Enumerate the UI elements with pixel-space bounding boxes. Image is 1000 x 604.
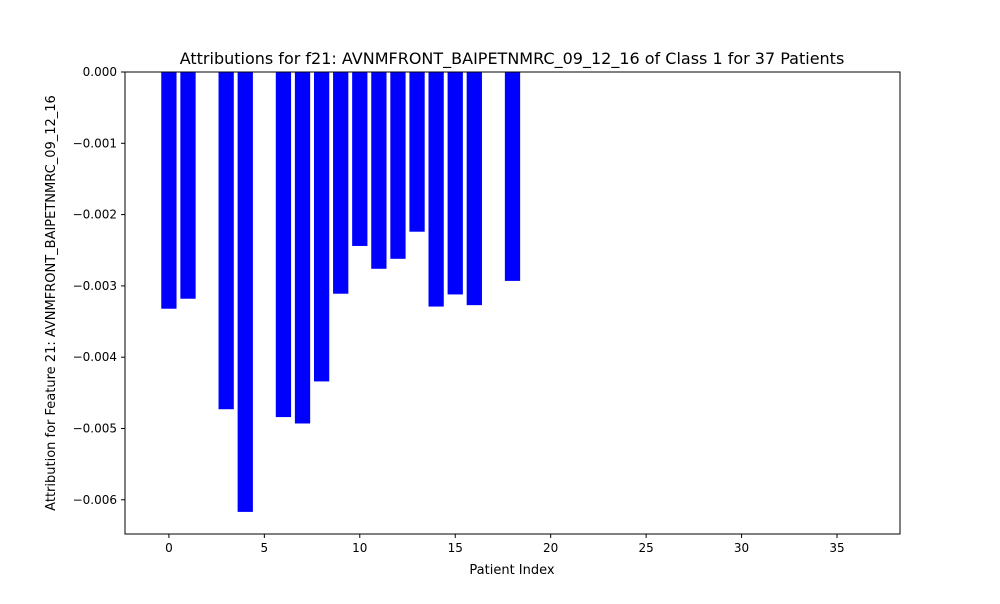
bar-patient-4 xyxy=(237,72,253,512)
y-tick-label: −0.002 xyxy=(73,208,117,222)
bar-patient-9 xyxy=(333,72,349,294)
x-axis-label: Patient Index xyxy=(469,563,554,578)
bar-patient-10 xyxy=(352,72,368,246)
bar-patient-14 xyxy=(428,72,444,307)
y-axis-ticks: 0.000 −0.001 −0.002 −0.003 −0.004 −0.005 −0.00… xyxy=(73,65,125,507)
bar-patient-3 xyxy=(218,72,234,410)
x-axis-ticks: 0 5 10 15 20 25 30 35 xyxy=(165,534,845,555)
bar-patient-6 xyxy=(275,72,292,418)
bar-patient-1 xyxy=(180,72,196,299)
x-tick-label: 15 xyxy=(448,541,463,555)
x-tick-label: 35 xyxy=(829,541,844,555)
bar-patient-15 xyxy=(447,72,463,295)
plot-frame xyxy=(124,71,901,535)
bar-patient-11 xyxy=(371,72,387,269)
x-tick-label: 5 xyxy=(261,541,269,555)
y-axis-label: Attribution for Feature 21: AVNMFRONT_BA… xyxy=(44,95,59,511)
chart-title: Attributions for f21: AVNMFRONT_BAIPETNM… xyxy=(180,49,845,69)
bar-patient-0 xyxy=(161,72,177,309)
y-tick-label: −0.004 xyxy=(73,350,117,364)
bar-patient-7 xyxy=(294,72,311,424)
y-tick-label: 0.000 xyxy=(83,65,117,79)
y-tick-label: −0.003 xyxy=(73,279,117,293)
bar-patient-16 xyxy=(466,72,482,306)
y-tick-label: −0.001 xyxy=(73,136,117,150)
y-tick-label: −0.006 xyxy=(73,493,117,507)
bar-patient-8 xyxy=(313,72,330,382)
bar-patient-12 xyxy=(390,72,406,259)
x-tick-label: 20 xyxy=(543,541,558,555)
x-tick-label: 30 xyxy=(734,541,749,555)
bar-patient-18 xyxy=(504,72,521,281)
x-tick-label: 25 xyxy=(638,541,653,555)
bars-layer xyxy=(161,72,521,512)
x-tick-label: 0 xyxy=(165,541,173,555)
y-tick-label: −0.005 xyxy=(73,421,117,435)
bar-patient-13 xyxy=(409,72,425,232)
x-tick-label: 10 xyxy=(352,541,367,555)
